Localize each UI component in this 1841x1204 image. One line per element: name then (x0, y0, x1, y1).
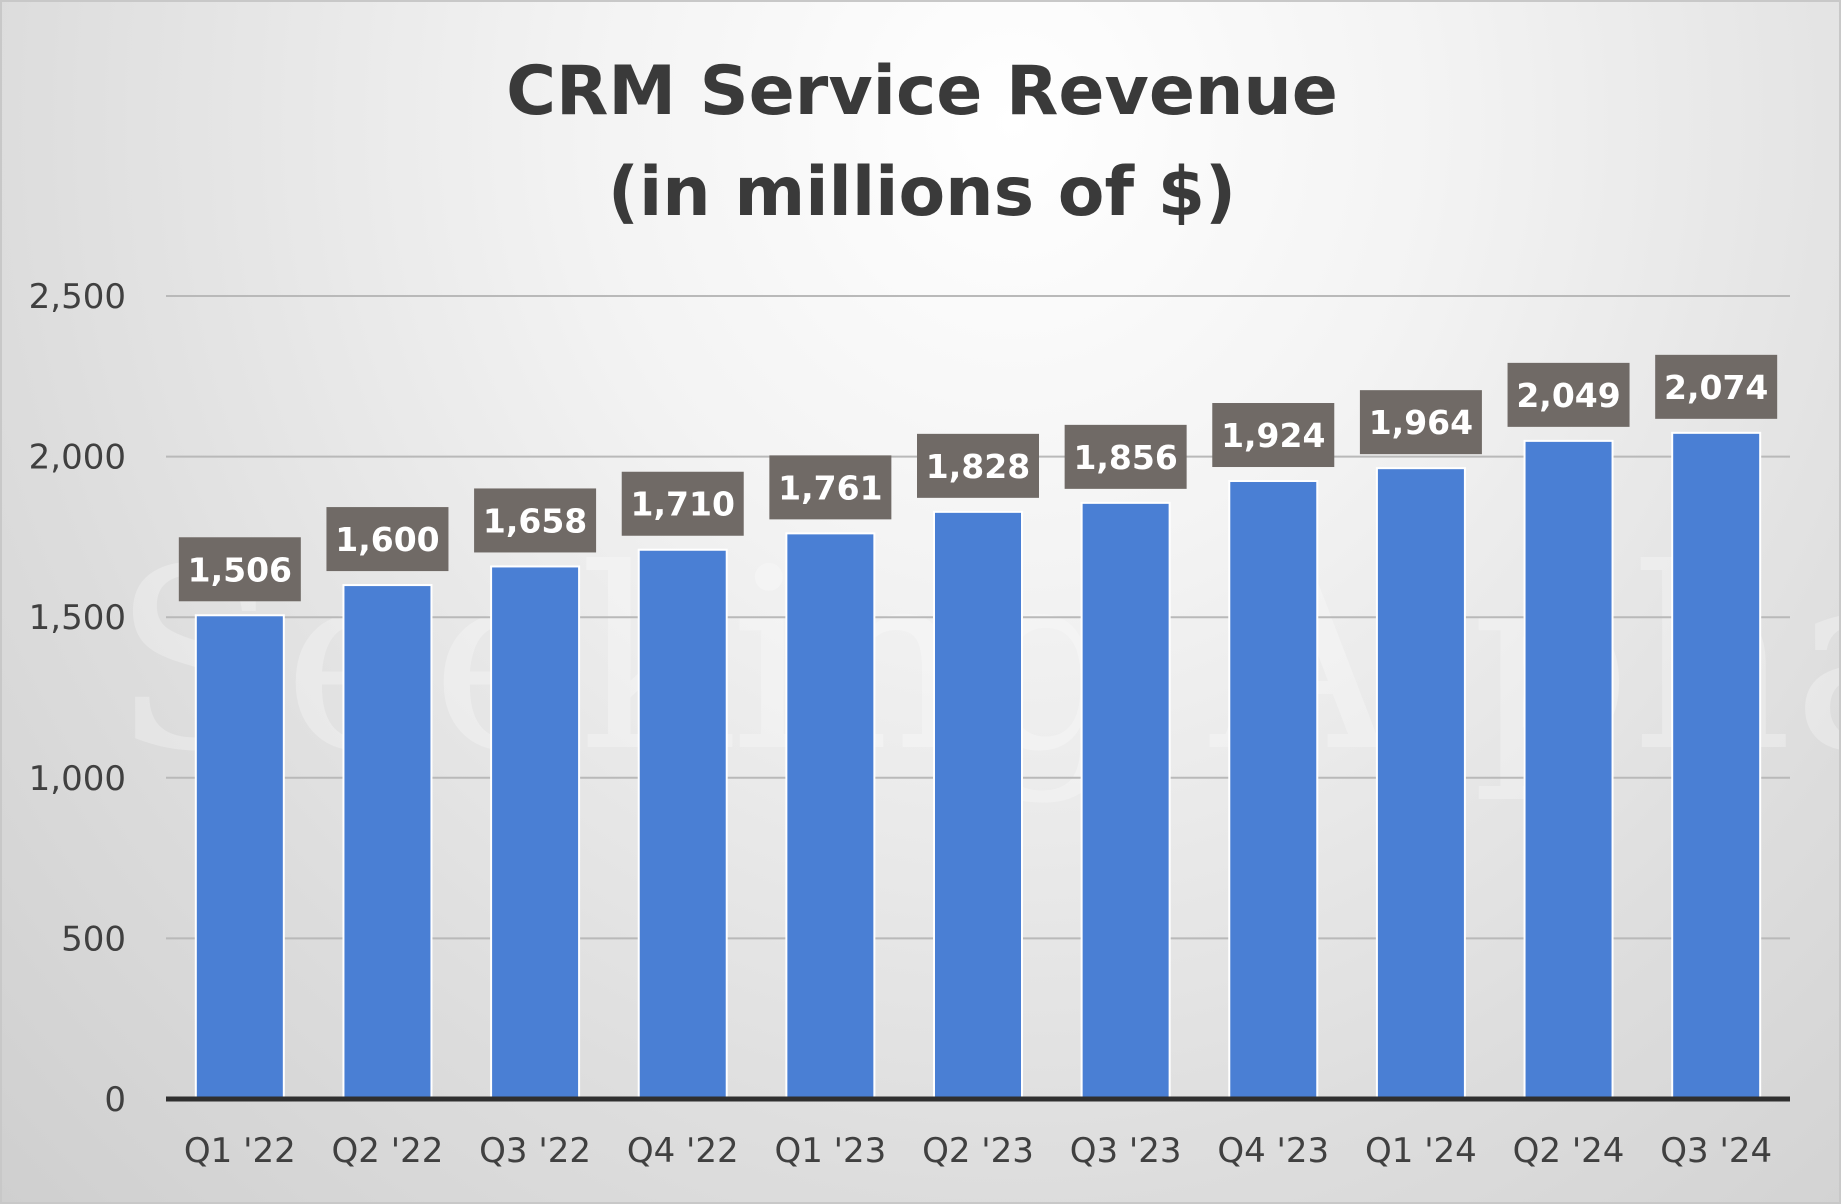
data-label: 1,658 (483, 501, 587, 540)
chart-title-line: (in millions of $) (608, 153, 1236, 232)
data-label-box (178, 537, 301, 602)
data-label: 2,074 (1664, 368, 1768, 407)
x-tick-label: Q2 '24 (1513, 1131, 1625, 1171)
data-label: 2,049 (1516, 376, 1620, 415)
x-tick-label: Q4 '23 (1217, 1131, 1329, 1171)
x-tick-label: Q1 '22 (184, 1131, 296, 1171)
data-label-box (917, 433, 1039, 498)
bar (785, 532, 876, 1100)
data-label: 1,600 (335, 520, 439, 559)
data-label-box (1212, 403, 1335, 468)
bars (194, 431, 1762, 1101)
x-tick-label: Q1 '23 (774, 1131, 886, 1171)
bar (194, 614, 285, 1101)
bar (342, 584, 433, 1100)
chart-title-line: CRM Service Revenue (506, 52, 1338, 131)
x-tick-label: Q2 '22 (332, 1131, 444, 1171)
x-tick-label: Q3 '24 (1660, 1131, 1772, 1171)
data-label: 1,964 (1369, 403, 1473, 442)
y-tick-label: 500 (61, 919, 126, 959)
data-label: 1,761 (778, 468, 882, 507)
x-tick-label: Q2 '23 (922, 1131, 1034, 1171)
data-label-box (621, 471, 744, 536)
y-tick-label: 1,000 (29, 759, 126, 799)
bar (1228, 480, 1319, 1100)
y-tick-label: 1,500 (29, 598, 126, 638)
axis: Q1 '22 Q2 '22 Q3 '22 Q4 '22 Q1 '23 Q2 '23 Q3 '… (166, 1096, 1790, 1171)
x-tick-label: Q4 '22 (627, 1131, 739, 1171)
data-label-box (326, 507, 449, 572)
x-tick-label: Q1 '24 (1365, 1131, 1477, 1171)
data-label-box (1655, 354, 1778, 419)
data-labels: 1,506 1,600 1,658 1,710 1,761 1,828 1,856 1,924… (178, 354, 1778, 602)
bar (637, 548, 728, 1100)
data-label-box (1064, 424, 1187, 489)
data-label: 1,710 (631, 485, 735, 524)
chart-title: CRM Service Revenue (in millions of $) (506, 52, 1338, 232)
data-label-box (769, 455, 892, 520)
data-label: 1,506 (188, 550, 292, 589)
bar (1523, 439, 1614, 1100)
y-tick-label: 0 (104, 1080, 126, 1120)
y-tick-label: 2,000 (29, 438, 126, 478)
bar (1080, 501, 1171, 1101)
x-tick-label: Q3 '22 (479, 1131, 591, 1171)
data-label-box (1359, 390, 1482, 455)
bar (933, 510, 1023, 1101)
bar (490, 565, 581, 1100)
data-label: 1,828 (926, 447, 1030, 486)
data-label-box (474, 488, 597, 553)
data-label: 1,856 (1073, 438, 1177, 477)
bar (1671, 431, 1762, 1101)
data-label: 1,924 (1221, 416, 1325, 455)
data-label-box (1507, 362, 1630, 427)
x-tick-label: Q3 '23 (1070, 1131, 1182, 1171)
bar (1375, 467, 1466, 1100)
y-tick-label: 2,500 (29, 277, 126, 317)
